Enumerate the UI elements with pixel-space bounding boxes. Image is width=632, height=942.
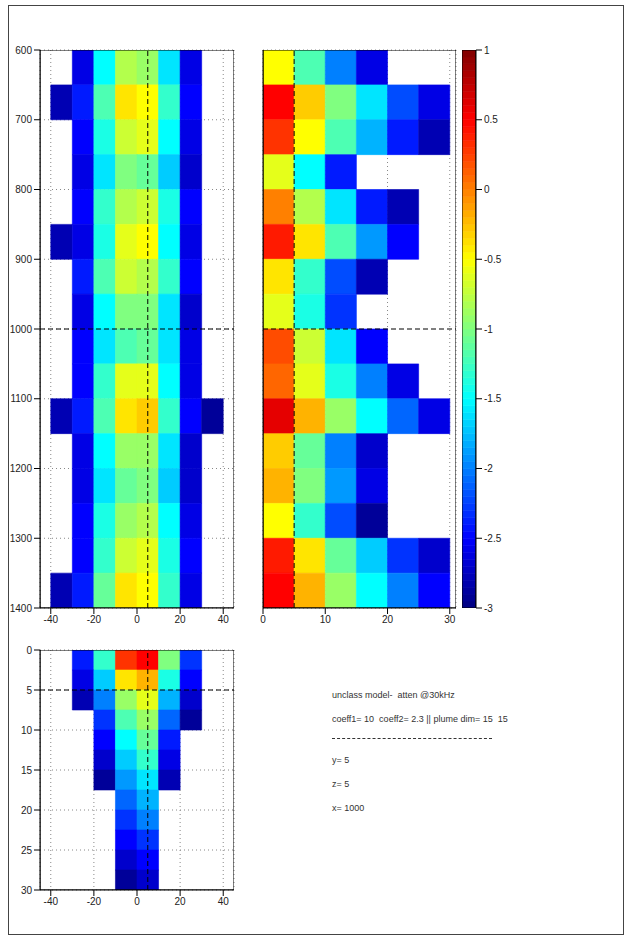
svg-text:10: 10 xyxy=(21,725,33,736)
svg-text:-1: -1 xyxy=(484,324,493,335)
svg-text:0: 0 xyxy=(134,614,140,625)
svg-text:-20: -20 xyxy=(87,896,102,907)
svg-text:25: 25 xyxy=(21,845,33,856)
svg-text:20: 20 xyxy=(21,805,33,816)
html-text:unclass model- atten @30kHz: unclass model- atten @30kHz xyxy=(332,690,455,700)
svg-text:1300: 1300 xyxy=(10,533,33,544)
svg-text:30: 30 xyxy=(444,614,456,625)
svg-text:20: 20 xyxy=(382,614,394,625)
svg-text:-1.5: -1.5 xyxy=(484,393,502,404)
svg-text:30: 30 xyxy=(21,885,33,896)
svg-text:5: 5 xyxy=(26,685,32,696)
svg-text:10: 10 xyxy=(320,614,332,625)
svg-text:1200: 1200 xyxy=(10,463,33,474)
svg-text:800: 800 xyxy=(15,184,32,195)
svg-text:1100: 1100 xyxy=(10,393,32,404)
svg-text:1: 1 xyxy=(484,45,490,56)
html-text:coeff1= 10 coeff2= 2.3 || plum: coeff1= 10 coeff2= 2.3 || plume dim= 15 … xyxy=(332,714,508,724)
svg-text:700: 700 xyxy=(15,114,32,125)
svg-text:1000: 1000 xyxy=(10,324,33,335)
svg-text:0: 0 xyxy=(260,614,266,625)
svg-text:1400: 1400 xyxy=(10,603,33,614)
svg-text:-3: -3 xyxy=(484,603,493,614)
svg-text:600: 600 xyxy=(15,45,32,56)
svg-text:20: 20 xyxy=(175,896,187,907)
svg-text:-40: -40 xyxy=(44,896,59,907)
svg-text:40: 40 xyxy=(218,896,230,907)
html-text:z= 5: z= 5 xyxy=(332,779,350,789)
html-text:x= 1000: x= 1000 xyxy=(332,803,365,813)
svg-text:900: 900 xyxy=(15,254,32,265)
svg-text:0: 0 xyxy=(134,896,140,907)
svg-text:-40: -40 xyxy=(44,614,59,625)
svg-text:15: 15 xyxy=(21,765,33,776)
svg-text:-20: -20 xyxy=(87,614,102,625)
svg-text:20: 20 xyxy=(175,614,187,625)
svg-text:0.5: 0.5 xyxy=(484,114,498,125)
svg-text:-2.5: -2.5 xyxy=(484,533,502,544)
svg-text:-2: -2 xyxy=(484,463,493,474)
svg-text:-0.5: -0.5 xyxy=(484,254,502,265)
svg-text:40: 40 xyxy=(218,614,230,625)
svg-text:0: 0 xyxy=(484,184,490,195)
html-text:y= 5: y= 5 xyxy=(332,755,350,765)
svg-text:0: 0 xyxy=(26,645,32,656)
